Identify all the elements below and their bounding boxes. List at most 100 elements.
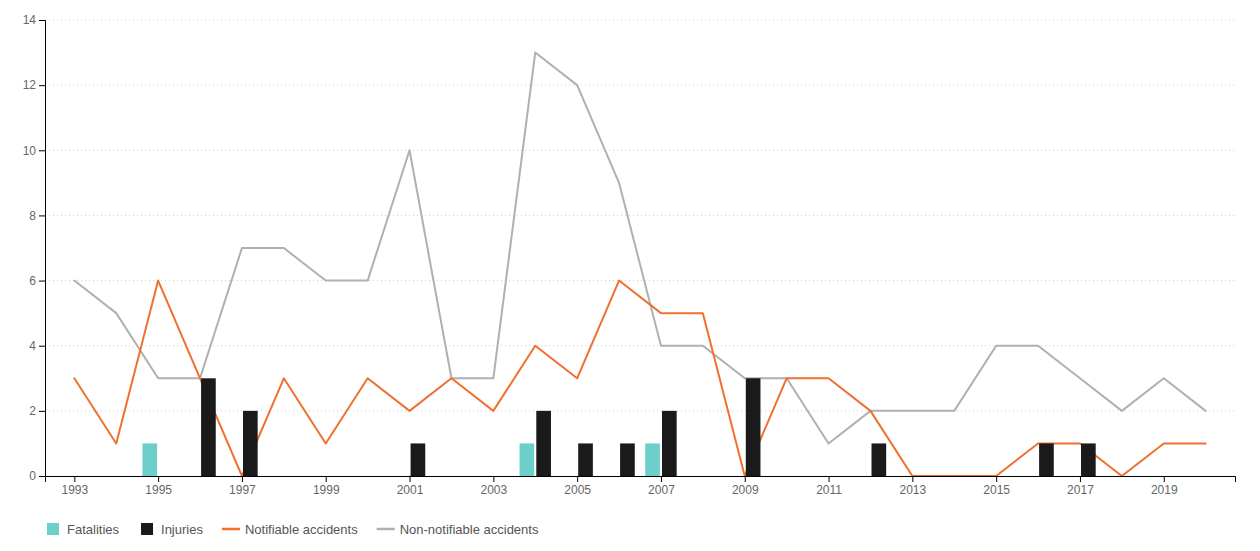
tick-mark (39, 346, 45, 347)
tick-mark (493, 476, 494, 482)
legend-label: Fatalities (67, 522, 120, 537)
tick-mark (829, 476, 830, 482)
x-tick: 2017 (1067, 476, 1094, 497)
bar (142, 443, 157, 476)
legend-label: Non-notifiable accidents (400, 522, 539, 537)
tick-label: 1995 (145, 483, 172, 497)
plot: 1993 1995 1997 1999 2001 2003 2005 2007 2009 2011… (23, 13, 1236, 496)
x-tick: 2005 (564, 476, 591, 497)
x-axis: 1993 1995 1997 1999 2001 2003 2005 2007 2009 2011… (46, 476, 1236, 497)
bar (1081, 443, 1096, 476)
tick-label: 6 (29, 274, 36, 288)
tick-label: 12 (23, 78, 37, 92)
x-tick: 2019 (1151, 476, 1178, 497)
tick-label: 2015 (983, 483, 1010, 497)
x-tick: 2003 (480, 476, 507, 497)
legend-swatch (141, 523, 153, 535)
legend-swatch (47, 523, 59, 535)
bar (746, 378, 761, 476)
tick-label: 2009 (732, 483, 759, 497)
tick-mark (74, 476, 75, 482)
tick-mark (39, 215, 45, 216)
legend-label: Injuries (161, 522, 203, 537)
tick-label: 10 (23, 144, 37, 158)
legend-item: Fatalities (47, 522, 120, 537)
bar (536, 411, 551, 476)
x-tick: 2001 (397, 476, 424, 497)
tick-label: 2005 (564, 483, 591, 497)
y-tick: 12 (23, 78, 45, 92)
y-tick: 6 (29, 274, 45, 288)
tick-label: 2001 (397, 483, 424, 497)
tick-mark (39, 20, 45, 21)
legend-item: Non-notifiable accidents (378, 522, 539, 537)
grid (45, 20, 1235, 476)
tick-label: 2017 (1067, 483, 1094, 497)
x-tick: 2009 (732, 476, 759, 497)
y-tick: 4 (29, 339, 45, 353)
x-tick: 1993 (61, 476, 88, 497)
bar (578, 443, 593, 476)
legend: Fatalities Injuries Notifiable accidents No… (47, 522, 539, 537)
x-tick: 2011 (816, 476, 842, 497)
bar (872, 443, 887, 476)
bar (411, 443, 426, 476)
tick-label: 2 (29, 404, 36, 418)
chart: 1993 1995 1997 1999 2001 2003 2005 2007 2009 2011… (0, 0, 1260, 551)
bar (243, 411, 258, 476)
axis-line (39, 21, 46, 477)
grid-line (45, 20, 1235, 21)
legend-item: Notifiable accidents (223, 522, 358, 537)
axis-line (46, 477, 1236, 483)
bar (520, 443, 535, 476)
tick-mark (39, 281, 45, 282)
tick-mark (326, 476, 327, 482)
legend-label: Notifiable accidents (245, 522, 358, 537)
grid-line (45, 85, 1235, 86)
tick-mark (577, 476, 578, 482)
tick-label: 2019 (1151, 483, 1178, 497)
legend-swatch (223, 528, 239, 531)
tick-label: 2011 (816, 483, 842, 497)
x-tick: 2013 (900, 476, 927, 497)
bar (201, 378, 216, 476)
y-axis: 02468101214 (23, 13, 46, 483)
tick-mark (1164, 476, 1165, 482)
tick-mark (912, 476, 913, 482)
bar (662, 411, 677, 476)
tick-mark (158, 476, 159, 482)
bar (645, 443, 660, 476)
tick-label: 14 (23, 13, 37, 27)
legend-item: Injuries (141, 522, 203, 537)
y-tick: 14 (23, 13, 45, 27)
tick-label: 1997 (229, 483, 256, 497)
tick-mark (996, 476, 997, 482)
tick-mark (242, 476, 243, 482)
tick-label: 2013 (900, 483, 927, 497)
grid-line (45, 345, 1235, 346)
line (74, 53, 1205, 444)
bar (1039, 443, 1054, 476)
tick-mark (39, 150, 45, 151)
x-tick: 2015 (983, 476, 1010, 497)
tick-mark (39, 411, 45, 412)
tick-label: 4 (29, 339, 36, 353)
marks (74, 53, 1205, 476)
tick-mark (39, 476, 45, 477)
tick-mark (1080, 476, 1081, 482)
line (74, 281, 1205, 476)
tick-mark (661, 476, 662, 482)
x-tick: 2007 (648, 476, 675, 497)
x-tick: 1995 (145, 476, 172, 497)
tick-label: 1993 (61, 483, 88, 497)
y-tick: 10 (23, 144, 45, 158)
tick-label: 2003 (480, 483, 507, 497)
y-tick: 2 (29, 404, 45, 418)
tick-label: 1999 (313, 483, 340, 497)
tick-mark (745, 476, 746, 482)
grid-line (45, 410, 1235, 411)
tick-mark (39, 85, 45, 86)
grid-line (45, 215, 1235, 216)
bar (620, 443, 635, 476)
grid-line (45, 150, 1235, 151)
